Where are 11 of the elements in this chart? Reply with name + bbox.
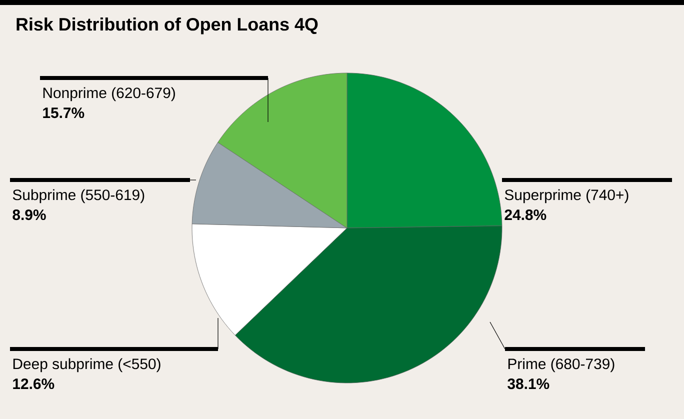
slice-label: Deep subprime (<550) xyxy=(13,358,160,372)
chart-title: Risk Distribution of Open Loans 4Q xyxy=(16,18,318,34)
data-label: 8.9% xyxy=(12,210,46,220)
slice-label: Superprime (740+) xyxy=(504,189,628,204)
slice-label: Nonprime (620-679) xyxy=(43,87,175,102)
data-label: 38.1% xyxy=(508,378,550,390)
data-label: 24.8% xyxy=(504,210,546,220)
data-label: 12.6% xyxy=(13,378,54,390)
data-label: 15.7% xyxy=(43,108,84,118)
slice-label: Prime (680-739) xyxy=(508,358,614,372)
slice-label: Subprime (550-619) xyxy=(12,189,144,204)
